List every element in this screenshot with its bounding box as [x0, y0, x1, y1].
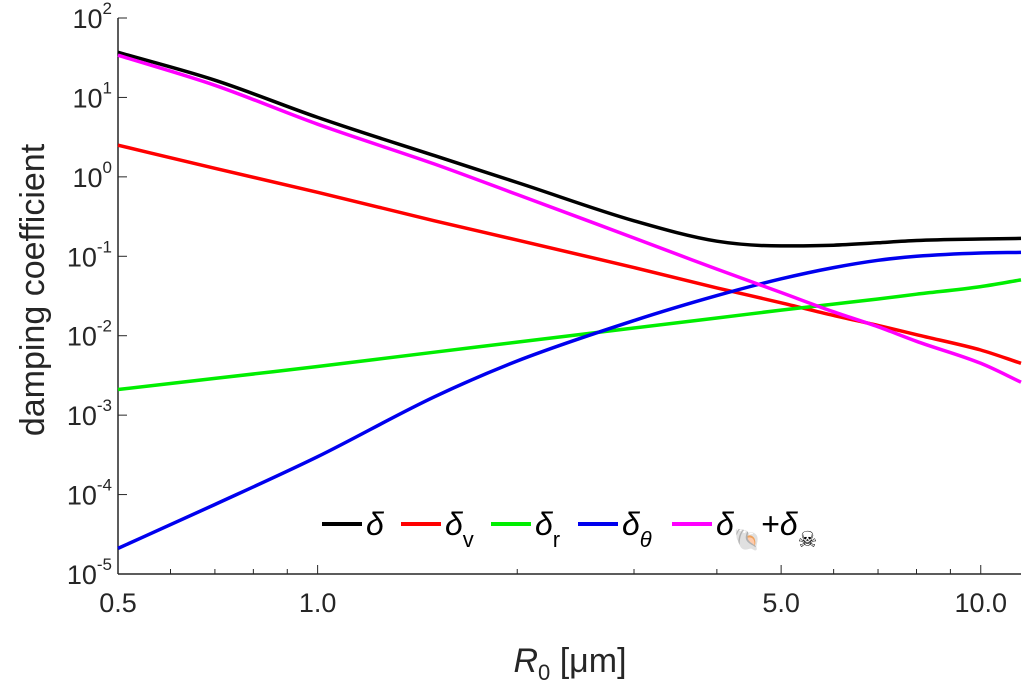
- legend-item-delta: δ: [322, 506, 385, 542]
- legend-label: δr: [535, 506, 560, 552]
- x-tick-label: 5.0: [762, 588, 800, 618]
- series-line-delta_v: [117, 143, 1022, 365]
- y-tick-label: 10-2: [67, 317, 112, 352]
- y-tick-label: 102: [72, 0, 112, 34]
- series-line-delta_theta: [117, 250, 1022, 550]
- series-lines: [117, 50, 1022, 550]
- y-tick-label: 10-1: [67, 237, 112, 272]
- y-axis-label: damping coefficient: [14, 143, 52, 436]
- series-line-delta: [117, 50, 1022, 248]
- y-tick-label: 100: [72, 158, 112, 193]
- legend-item-delta_v: δv: [401, 506, 474, 552]
- legend-label: δ: [366, 506, 385, 542]
- legend-item-delta_theta: δθ: [578, 506, 652, 552]
- y-tick-label: 10-4: [67, 476, 112, 511]
- legend-label: δθ: [622, 506, 652, 552]
- y-tick-label: 10-3: [67, 396, 112, 431]
- legend-item-delta_r: δr: [491, 506, 560, 552]
- x-tick-label: 10.0: [954, 588, 1007, 618]
- legend-label: δ🐚+δ☠: [716, 506, 817, 552]
- x-tick-label: 1.0: [299, 588, 337, 618]
- legend-label: δv: [445, 506, 474, 552]
- axes: [117, 17, 1021, 575]
- x-tick-label: 0.5: [99, 588, 137, 618]
- x-axis-label: R0 [μm]: [513, 642, 626, 685]
- series-line-delta_r: [117, 278, 1022, 392]
- y-tick-label: 10-5: [67, 555, 112, 590]
- series-line-delta_nr: [117, 53, 1022, 384]
- legend: δ δv δr δθ δ🐚+δ☠: [322, 506, 817, 552]
- tick-labels: 0.5 1.0 5.0 10.0 10-5 10-4 10-3 10-2 10-1 100 101 1…: [67, 0, 1007, 618]
- y-tick-label: 101: [72, 78, 112, 113]
- legend-item-delta_nr: δ🐚+δ☠: [672, 506, 817, 552]
